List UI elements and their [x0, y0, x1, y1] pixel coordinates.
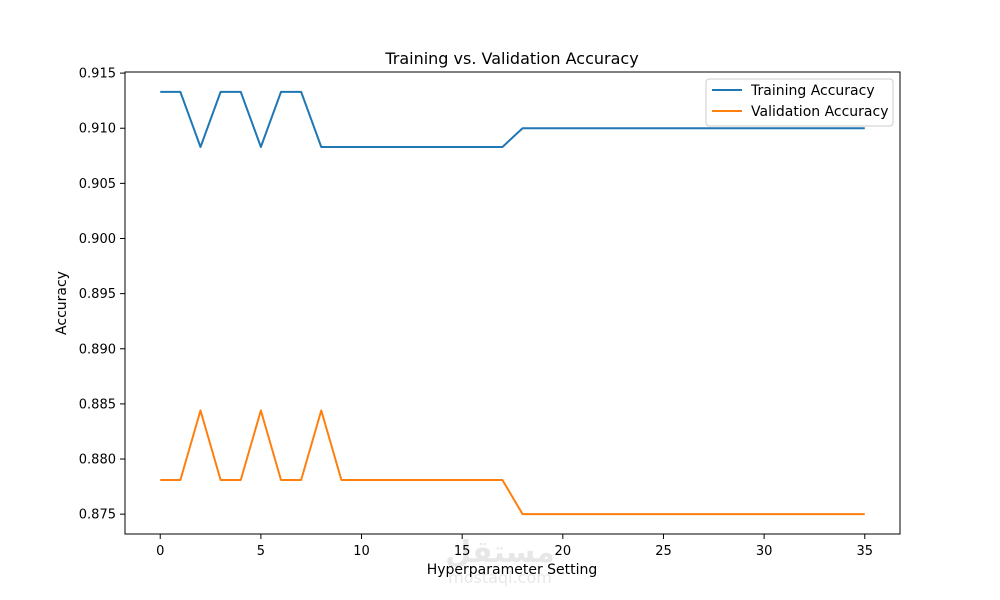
- series-group: [160, 90, 865, 516]
- series-line-training-accuracy: [160, 90, 865, 148]
- watermark-arabic: مستقل: [445, 535, 555, 570]
- y-axis: 0.875 0.880 0.885 0.890 0.895 0.900 0.905 0.910…: [79, 67, 125, 523]
- y-tick-label: 0.905: [79, 177, 116, 192]
- legend-label-validation: Validation Accuracy: [751, 104, 889, 120]
- x-tick-label: 25: [655, 544, 672, 559]
- watermark: مستقل mostaql.com: [445, 535, 555, 587]
- x-tick-label: 30: [756, 544, 773, 559]
- plot-area-frame: [124, 71, 901, 535]
- x-tick-label: 35: [856, 544, 873, 559]
- y-tick-label: 0.915: [79, 67, 116, 82]
- x-tick-label: 15: [454, 544, 471, 559]
- x-tick-label: 0: [156, 544, 164, 559]
- y-axis-label: Accuracy: [54, 271, 70, 335]
- y-tick-label: 0.875: [79, 508, 116, 523]
- watermark-latin: mostaql.com: [448, 568, 552, 587]
- x-tick-label: 5: [257, 544, 265, 559]
- series-line-validation-accuracy: [160, 409, 865, 516]
- y-tick-label: 0.895: [79, 287, 116, 302]
- chart-title: Training vs. Validation Accuracy: [384, 49, 638, 68]
- x-axis-label: Hyperparameter Setting: [427, 562, 598, 578]
- y-tick-label: 0.880: [79, 453, 116, 468]
- y-tick-label: 0.900: [79, 232, 116, 247]
- legend: Training Accuracy Validation Accuracy: [705, 78, 894, 127]
- legend-box: [705, 78, 894, 127]
- x-tick-label: 20: [555, 544, 572, 559]
- legend-label-training: Training Accuracy: [750, 83, 875, 99]
- y-tick-label: 0.885: [79, 397, 116, 412]
- y-tick-label: 0.910: [79, 122, 116, 137]
- x-axis: 0 5 10 15 20 25 30 35: [156, 534, 873, 559]
- x-tick-label: 10: [353, 544, 370, 559]
- y-tick-label: 0.890: [79, 342, 116, 357]
